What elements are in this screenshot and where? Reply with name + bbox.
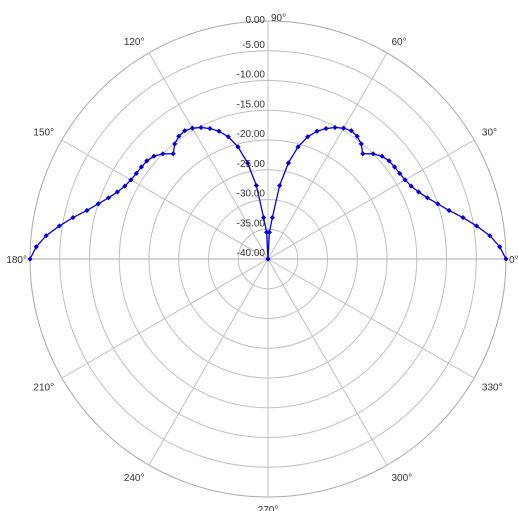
grid-spoke xyxy=(61,139,269,260)
grid-spoke xyxy=(148,258,269,466)
data-point-marker xyxy=(379,153,385,159)
radial-tick-label: -25.00 xyxy=(237,159,266,170)
data-point-marker xyxy=(176,133,182,139)
data-point-marker xyxy=(189,125,196,131)
grid-spoke xyxy=(267,139,475,260)
data-point-marker xyxy=(487,233,493,239)
data-point-marker xyxy=(323,125,329,132)
grid-spoke xyxy=(267,52,388,260)
data-point-marker xyxy=(114,189,121,195)
data-point-marker xyxy=(269,214,275,221)
data-point-marker xyxy=(348,128,354,134)
grid-spoke xyxy=(267,258,388,466)
data-point-marker xyxy=(198,124,204,131)
data-point-marker xyxy=(172,141,178,147)
data-point-marker xyxy=(340,125,347,131)
data-point-marker xyxy=(244,160,251,166)
data-point-marker xyxy=(424,195,431,201)
data-point-marker xyxy=(138,164,144,170)
data-point-marker xyxy=(474,223,480,229)
data-point-marker xyxy=(397,170,403,177)
radial-tick-label: -5.00 xyxy=(242,40,265,51)
data-point-marker xyxy=(84,207,90,214)
data-point-marker xyxy=(277,182,283,189)
data-point-marker xyxy=(266,229,272,235)
data-point-marker xyxy=(105,195,112,201)
angle-tick-label: 60° xyxy=(392,37,407,48)
data-point-marker xyxy=(122,183,128,189)
data-point-marker xyxy=(95,201,101,207)
grid-spoke xyxy=(61,258,269,379)
data-point-marker xyxy=(133,170,139,177)
angle-tick-label: 330° xyxy=(482,383,503,394)
data-point-marker xyxy=(358,141,364,147)
data-point-marker xyxy=(253,182,259,189)
radial-tick-label: -40.00 xyxy=(237,248,266,259)
angle-tick-label: 0° xyxy=(509,255,518,266)
data-point-marker xyxy=(235,144,241,150)
grid-spoke xyxy=(267,258,475,379)
data-point-marker xyxy=(446,207,452,214)
angle-tick-label: 180° xyxy=(6,255,27,266)
data-point-marker xyxy=(265,256,271,262)
angle-tick-label: 150° xyxy=(33,128,54,139)
angle-tick-label: 90° xyxy=(271,13,286,24)
data-point-marker xyxy=(332,124,338,131)
data-point-marker xyxy=(33,244,39,250)
grid-spoke xyxy=(148,52,269,260)
data-point-marker xyxy=(360,151,366,157)
data-point-marker xyxy=(370,151,376,157)
data-point-marker xyxy=(144,158,150,164)
data-point-marker xyxy=(70,214,76,221)
radial-tick-label: -10.00 xyxy=(237,70,266,81)
data-point-marker xyxy=(285,160,292,166)
data-point-marker xyxy=(160,151,166,157)
radial-tick-label: 0.00 xyxy=(246,15,266,26)
angle-tick-label: 210° xyxy=(33,383,54,394)
data-point-marker xyxy=(314,128,320,134)
data-point-marker xyxy=(435,201,441,207)
data-point-marker xyxy=(225,134,231,140)
data-point-marker xyxy=(295,144,301,150)
data-point-marker xyxy=(207,125,213,132)
data-point-marker xyxy=(264,229,270,235)
data-point-marker xyxy=(56,223,62,229)
data-point-marker xyxy=(216,128,222,134)
radial-tick-label: -20.00 xyxy=(237,129,266,140)
data-point-marker xyxy=(43,233,49,239)
data-point-marker xyxy=(305,134,311,140)
angle-tick-label: 300° xyxy=(392,473,413,484)
angle-tick-label: 30° xyxy=(482,128,497,139)
angle-tick-label: 120° xyxy=(124,37,145,48)
data-point-marker xyxy=(128,177,134,183)
radial-tick-label: -35.00 xyxy=(237,218,266,229)
data-point-marker xyxy=(460,214,466,221)
data-point-marker xyxy=(170,151,176,157)
data-point-marker xyxy=(503,256,509,262)
data-point-marker xyxy=(27,256,33,262)
data-point-marker xyxy=(386,158,392,164)
data-point-marker xyxy=(415,189,422,195)
series-layer xyxy=(27,124,509,262)
data-point-marker xyxy=(402,177,408,183)
data-point-marker xyxy=(354,133,360,139)
label-layer: 0° 30° 60° 90° 120° 150° 180° 210° 240° 270° 300° 3… xyxy=(6,13,518,511)
data-point-marker xyxy=(408,183,414,189)
polar-grid xyxy=(29,20,507,498)
data-point-marker xyxy=(182,128,188,134)
angle-tick-label: 270° xyxy=(258,505,279,511)
data-point-marker xyxy=(392,164,398,170)
radial-tick-label: -30.00 xyxy=(237,189,266,200)
angle-tick-label: 240° xyxy=(124,473,145,484)
data-point-marker xyxy=(261,214,267,221)
data-point-marker xyxy=(497,244,503,250)
radial-tick-label: -15.00 xyxy=(237,99,266,110)
data-point-marker xyxy=(151,153,157,159)
